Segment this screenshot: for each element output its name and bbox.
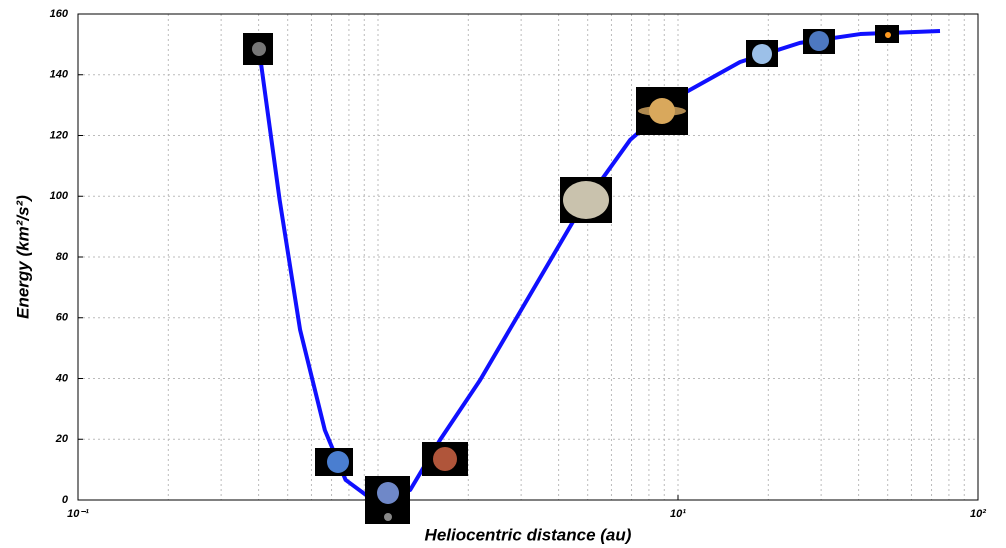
- x-tick-label: 10¹: [670, 508, 686, 520]
- y-tick-label: 40: [55, 372, 69, 384]
- y-tick-label: 160: [50, 8, 69, 20]
- x-tick-label: 10²: [970, 508, 986, 520]
- y-tick-label: 0: [62, 494, 69, 506]
- y-tick-label: 100: [50, 190, 69, 202]
- y-tick-label: 20: [55, 433, 69, 445]
- y-tick-label: 140: [50, 69, 69, 81]
- y-axis-label: Energy (km²/s²): [13, 195, 32, 319]
- x-tick-label: 10⁻¹: [67, 508, 89, 520]
- chart: Heliocentric distance (au) Energy (km²/s…: [0, 0, 1006, 548]
- y-tick-label: 120: [50, 129, 69, 141]
- data-line: [259, 31, 940, 500]
- y-tick-label: 60: [56, 312, 69, 324]
- x-axis-label: Heliocentric distance (au): [425, 525, 632, 544]
- planet-icons: [243, 25, 899, 524]
- y-tick-label: 80: [56, 251, 69, 263]
